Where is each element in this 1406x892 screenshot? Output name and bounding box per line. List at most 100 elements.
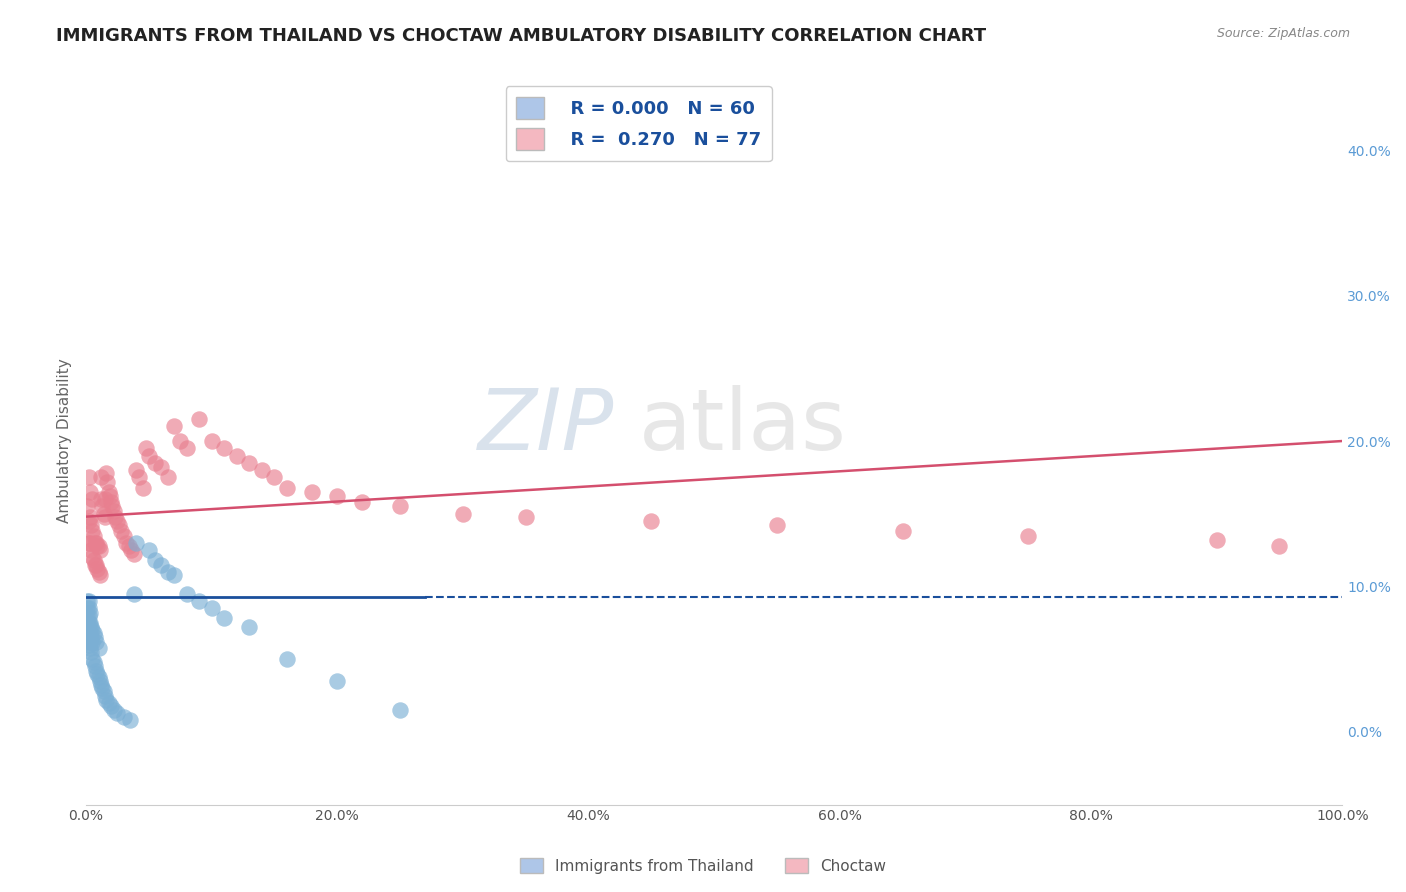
Point: [96, 466, 118, 480]
Point: [212, 442, 235, 456]
Point: [238, 456, 260, 470]
Point: [112, 528, 135, 542]
Point: [389, 500, 412, 514]
Point: [83, 626, 105, 640]
Point: [138, 543, 160, 558]
Point: [169, 434, 191, 448]
Point: [76, 623, 98, 637]
Point: [515, 509, 537, 524]
Point: [352, 495, 374, 509]
Point: [77, 601, 100, 615]
Point: [766, 518, 789, 533]
Y-axis label: Ambulatory Disability: Ambulatory Disability: [58, 359, 72, 524]
Point: [77, 623, 100, 637]
Point: [77, 615, 100, 630]
Point: [188, 412, 211, 426]
Text: Source: ZipAtlas.com: Source: ZipAtlas.com: [1216, 27, 1350, 40]
Point: [80, 631, 103, 645]
Point: [90, 470, 112, 484]
Point: [94, 689, 117, 703]
Point: [79, 484, 101, 499]
Point: [82, 652, 104, 666]
Point: [76, 608, 98, 623]
Point: [118, 713, 141, 727]
Point: [125, 536, 148, 550]
Point: [76, 594, 98, 608]
Point: [176, 587, 198, 601]
Point: [87, 539, 110, 553]
Point: [76, 601, 98, 615]
Point: [1017, 528, 1039, 542]
Point: [326, 673, 349, 688]
Point: [94, 492, 117, 507]
Point: [263, 470, 285, 484]
Point: [276, 652, 298, 666]
Point: [120, 543, 142, 558]
Point: [80, 543, 103, 558]
Point: [104, 509, 127, 524]
Point: [103, 703, 125, 717]
Point: [201, 601, 224, 615]
Point: [80, 620, 103, 634]
Point: [90, 678, 112, 692]
Point: [1205, 533, 1227, 547]
Point: [83, 536, 105, 550]
Point: [80, 645, 103, 659]
Point: [891, 524, 914, 539]
Point: [91, 681, 114, 696]
Point: [143, 456, 166, 470]
Point: [212, 611, 235, 625]
Point: [96, 693, 118, 707]
Point: [107, 514, 129, 528]
Point: [89, 673, 111, 688]
Point: [135, 442, 157, 456]
Point: [79, 509, 101, 524]
Point: [79, 634, 101, 648]
Point: [115, 536, 138, 550]
Point: [125, 463, 148, 477]
Point: [77, 631, 100, 645]
Point: [82, 550, 104, 565]
Point: [87, 640, 110, 655]
Point: [79, 615, 101, 630]
Point: [77, 638, 100, 652]
Point: [77, 470, 100, 484]
Point: [77, 536, 100, 550]
Point: [80, 518, 103, 533]
Point: [131, 481, 153, 495]
Point: [97, 484, 120, 499]
Point: [276, 481, 298, 495]
Point: [1268, 539, 1291, 553]
Point: [82, 623, 104, 637]
Point: [83, 655, 105, 669]
Text: IMMIGRANTS FROM THAILAND VS CHOCTAW AMBULATORY DISABILITY CORRELATION CHART: IMMIGRANTS FROM THAILAND VS CHOCTAW AMBU…: [56, 27, 987, 45]
Point: [176, 442, 198, 456]
Point: [83, 631, 105, 645]
Point: [118, 539, 141, 553]
Point: [89, 567, 111, 582]
Point: [122, 587, 145, 601]
Point: [79, 640, 101, 655]
Point: [163, 567, 186, 582]
Point: [107, 518, 129, 533]
Point: [84, 634, 107, 648]
Point: [93, 684, 115, 698]
Point: [103, 504, 125, 518]
Point: [86, 562, 108, 576]
Point: [82, 524, 104, 539]
Point: [98, 489, 121, 503]
Point: [163, 419, 186, 434]
Point: [79, 606, 101, 620]
Point: [94, 509, 117, 524]
Point: [150, 460, 173, 475]
Point: [84, 536, 107, 550]
Point: [93, 507, 115, 521]
Point: [101, 500, 124, 514]
Point: [100, 698, 122, 713]
Point: [86, 539, 108, 553]
Point: [100, 495, 122, 509]
Point: [640, 514, 662, 528]
Point: [389, 703, 412, 717]
Point: [188, 594, 211, 608]
Point: [79, 626, 101, 640]
